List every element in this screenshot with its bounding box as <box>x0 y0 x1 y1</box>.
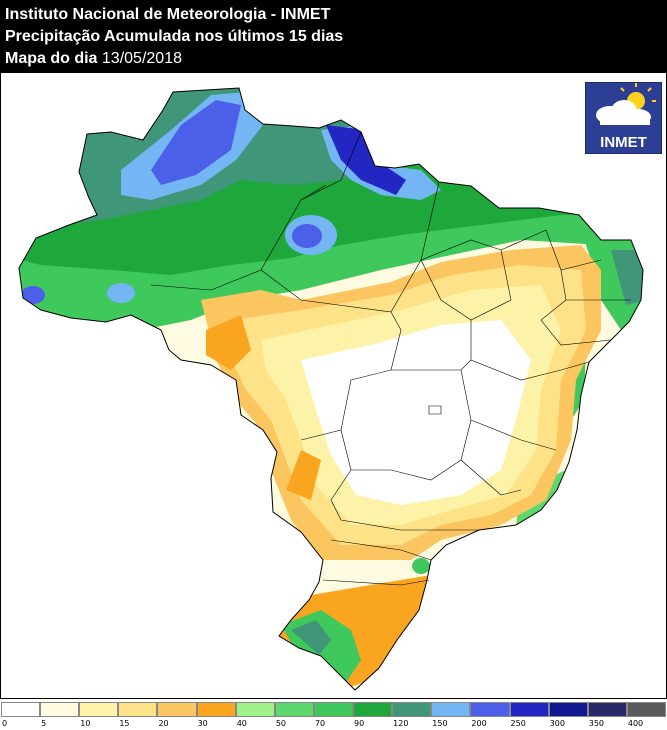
legend-tick-label: 200 <box>471 719 487 728</box>
legend-tick-label: 150 <box>432 719 448 728</box>
legend-swatch <box>1 702 41 717</box>
legend-tick-label: 15 <box>119 719 130 728</box>
legend-tick-label: 300 <box>549 719 565 728</box>
legend: 0 5 10 15 20 30 40 50 70 90 120 150 200 250 300 350 400 <box>0 700 667 730</box>
legend-swatch <box>118 702 158 717</box>
legend-swatch <box>40 702 80 717</box>
precipitation-map <box>18 87 644 691</box>
title-line-1: Instituto Nacional de Meteorologia - INM… <box>5 6 331 23</box>
legend-tick-label: 90 <box>354 719 365 728</box>
legend-swatch <box>196 702 236 717</box>
legend-tick-label: 10 <box>80 719 91 728</box>
legend-swatch <box>470 702 510 717</box>
legend-tick-label: 30 <box>197 719 208 728</box>
legend-swatch <box>587 702 627 717</box>
legend-tick-label: 0 <box>2 719 8 728</box>
legend-swatch <box>626 702 666 717</box>
logo-text: INMET <box>600 134 647 151</box>
legend-swatch <box>548 702 588 717</box>
legend-swatch <box>235 702 275 717</box>
map-area <box>0 73 667 699</box>
legend-tick-label: 40 <box>236 719 247 728</box>
map-date: 13/05/2018 <box>101 50 182 67</box>
header-bar: Instituto Nacional de Meteorologia - INM… <box>0 0 667 73</box>
legend-swatch <box>353 702 393 717</box>
state-borders <box>150 131 631 586</box>
legend-tick-label: 120 <box>393 719 409 728</box>
title-line-2: Precipitação Acumulada nos últimos 15 di… <box>5 28 344 45</box>
country-border <box>18 87 644 691</box>
legend-tick-label: 5 <box>41 719 47 728</box>
legend-tick-label: 70 <box>314 719 326 728</box>
map-date-label: Mapa do dia <box>5 50 102 67</box>
legend-tick-label: 350 <box>588 719 605 728</box>
legend-swatch <box>157 702 197 717</box>
precipitation-fill <box>19 88 643 690</box>
legend-swatch <box>313 702 354 717</box>
legend-tick-label: 50 <box>275 719 286 728</box>
legend-swatch <box>431 702 471 717</box>
legend-tick-label: 250 <box>510 719 526 728</box>
legend-tick-label: 20 <box>158 719 169 728</box>
legend-swatch <box>392 702 432 717</box>
inmet-logo: INMET <box>585 82 662 154</box>
legend-swatch <box>274 702 314 717</box>
legend-swatch <box>509 702 549 717</box>
sun-cloud-icon <box>596 83 656 125</box>
legend-tick-label: 400 <box>627 719 644 728</box>
legend-swatch <box>79 702 119 717</box>
title-line-3: Mapa do dia 13/05/2018 <box>5 50 182 68</box>
